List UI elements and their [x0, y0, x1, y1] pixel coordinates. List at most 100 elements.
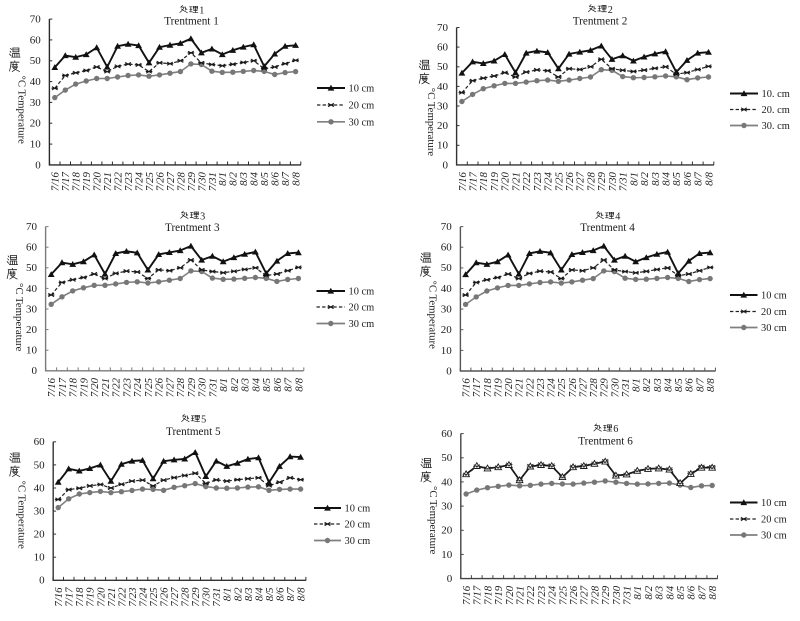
svg-text:20: 20 — [437, 120, 449, 132]
svg-text:8/7: 8/7 — [694, 378, 706, 392]
svg-text:8/1: 8/1 — [632, 586, 644, 600]
svg-text:8/6: 8/6 — [684, 378, 696, 392]
svg-text:7/21: 7/21 — [510, 172, 522, 191]
svg-text:7/22: 7/22 — [113, 172, 125, 192]
svg-text:7/30: 7/30 — [196, 172, 208, 192]
svg-text:7/28: 7/28 — [175, 377, 187, 397]
svg-text:7/20: 7/20 — [500, 172, 512, 192]
svg-text:8/1: 8/1 — [628, 172, 640, 186]
svg-text:0: 0 — [35, 159, 41, 171]
svg-text:7/28: 7/28 — [175, 172, 187, 192]
svg-text:7/27: 7/27 — [165, 172, 177, 192]
svg-text:7/25: 7/25 — [557, 585, 569, 605]
svg-text:°C Temperature: °C Temperature — [427, 281, 439, 350]
svg-text:7/29: 7/29 — [596, 172, 608, 192]
svg-text:7/30: 7/30 — [609, 378, 621, 398]
svg-text:7/21: 7/21 — [515, 586, 527, 605]
svg-text:8/8: 8/8 — [707, 585, 719, 599]
svg-text:40: 40 — [437, 81, 449, 93]
svg-text:7/26: 7/26 — [154, 172, 166, 192]
svg-text:10 cm: 10 cm — [345, 504, 371, 515]
svg-text:7/16: 7/16 — [461, 585, 473, 605]
svg-text:10 cm: 10 cm — [761, 498, 787, 509]
svg-text:70: 70 — [437, 22, 449, 34]
svg-text:7/21: 7/21 — [102, 172, 114, 191]
svg-text:10: 10 — [34, 552, 46, 564]
svg-text:20: 20 — [34, 529, 46, 541]
svg-text:50: 50 — [441, 452, 453, 464]
svg-text:Trentment 5: Trentment 5 — [166, 426, 221, 438]
svg-text:7/17: 7/17 — [60, 172, 72, 192]
svg-text:10: 10 — [441, 345, 453, 357]
svg-text:4: 4 — [615, 212, 620, 223]
svg-text:8/3: 8/3 — [652, 378, 664, 392]
svg-text:7/27: 7/27 — [575, 172, 587, 192]
svg-text:7/26: 7/26 — [564, 172, 576, 192]
svg-text:20 cm: 20 cm — [349, 303, 375, 314]
svg-text:7/22: 7/22 — [111, 377, 123, 397]
svg-text:50: 50 — [441, 262, 453, 274]
svg-text:8/4: 8/4 — [664, 585, 676, 599]
svg-text:Trentment 1: Trentment 1 — [164, 16, 219, 28]
svg-text:20: 20 — [441, 324, 453, 336]
svg-text:2: 2 — [608, 5, 613, 16]
svg-text:7/20: 7/20 — [92, 172, 104, 192]
svg-text:7/30: 7/30 — [611, 585, 623, 605]
svg-text:7/26: 7/26 — [154, 377, 166, 397]
svg-text:10 cm: 10 cm — [349, 84, 375, 95]
svg-text:20 cm: 20 cm — [345, 520, 371, 531]
svg-text:20 cm: 20 cm — [761, 307, 787, 318]
svg-text:7/28: 7/28 — [585, 172, 597, 192]
svg-text:10. cm: 10. cm — [762, 89, 790, 100]
svg-text:8/3: 8/3 — [654, 585, 666, 599]
svg-text:7/25: 7/25 — [143, 377, 155, 397]
svg-text:7/17: 7/17 — [57, 377, 69, 397]
svg-text:7/25: 7/25 — [556, 378, 568, 398]
svg-text:7/29: 7/29 — [186, 172, 198, 192]
svg-text:10: 10 — [437, 140, 449, 152]
svg-text:7/21: 7/21 — [514, 378, 526, 397]
svg-text:60: 60 — [437, 42, 449, 54]
svg-text:8/7: 8/7 — [693, 171, 705, 185]
svg-text:70: 70 — [30, 14, 42, 26]
svg-text:°C Temperature: °C Temperature — [13, 283, 25, 352]
svg-text:20: 20 — [30, 118, 42, 130]
svg-text:7/24: 7/24 — [132, 377, 144, 397]
svg-text:7/23: 7/23 — [121, 377, 133, 397]
svg-text:30 cm: 30 cm — [345, 536, 371, 547]
svg-text:7/26: 7/26 — [568, 585, 580, 605]
svg-text:7/31: 7/31 — [618, 172, 630, 191]
svg-text:60: 60 — [441, 242, 453, 254]
svg-text:7/19: 7/19 — [489, 172, 501, 192]
svg-text:7/17: 7/17 — [471, 378, 483, 398]
svg-text:Trentment 4: Trentment 4 — [580, 222, 635, 234]
svg-text:30: 30 — [441, 501, 453, 513]
svg-text:7/24: 7/24 — [134, 172, 146, 192]
svg-text:70: 70 — [26, 221, 38, 233]
svg-text:8/4: 8/4 — [253, 587, 265, 601]
svg-text:7/25: 7/25 — [144, 172, 156, 192]
svg-text:7/28: 7/28 — [180, 587, 192, 607]
svg-text:40: 40 — [441, 283, 453, 295]
svg-text:20: 20 — [26, 324, 38, 336]
svg-text:8/2: 8/2 — [229, 377, 241, 391]
svg-text:7/21: 7/21 — [100, 378, 112, 397]
svg-text:8/6: 8/6 — [270, 171, 282, 185]
svg-text:8/5: 8/5 — [671, 171, 683, 185]
svg-text:8/3: 8/3 — [243, 587, 255, 601]
svg-text:30: 30 — [26, 303, 38, 315]
svg-text:°C Temperature: °C Temperature — [427, 486, 439, 555]
svg-text:8/4: 8/4 — [661, 171, 673, 185]
svg-text:0: 0 — [39, 575, 45, 587]
svg-text:7/24: 7/24 — [547, 585, 559, 605]
svg-text:8/7: 8/7 — [285, 587, 297, 601]
svg-text:7/29: 7/29 — [186, 377, 198, 397]
svg-text:10 cm: 10 cm — [349, 287, 375, 298]
svg-text:7/22: 7/22 — [524, 378, 536, 398]
svg-text:7/23: 7/23 — [127, 587, 139, 607]
svg-text:7/31: 7/31 — [207, 378, 219, 397]
svg-text:8/1: 8/1 — [631, 378, 643, 392]
svg-text:8/4: 8/4 — [663, 378, 675, 392]
svg-text:7/24: 7/24 — [543, 172, 555, 192]
svg-text:7/21: 7/21 — [106, 588, 118, 607]
